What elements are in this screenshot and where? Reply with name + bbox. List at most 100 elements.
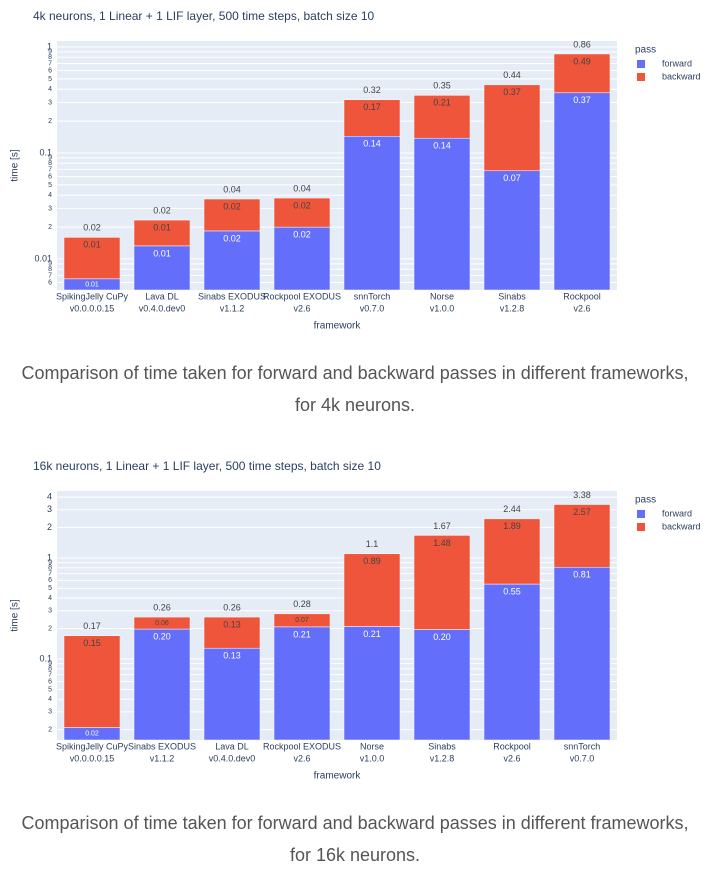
y-tick-label: 3	[48, 99, 52, 106]
x-tick-label: SpikingJelly CuPy	[56, 291, 129, 301]
y-tick-label: 7	[48, 570, 52, 577]
y-tick-label: 4	[48, 696, 52, 703]
y-tick-label: 8	[48, 565, 52, 572]
legend-swatch	[637, 510, 645, 518]
x-tick-label: v0.4.0.dev0	[139, 303, 186, 313]
bar-total-label: 0.26	[153, 602, 171, 612]
y-tick-label: 3	[48, 709, 52, 716]
y-tick-label: 3	[48, 608, 52, 615]
bar-value-label: 0.01	[83, 240, 101, 250]
x-tick-label: snnTorch	[564, 741, 601, 751]
y-tick-label: 2	[48, 224, 52, 231]
bar-value-label: 0.02	[223, 201, 241, 211]
bar-segment	[483, 583, 541, 741]
y-tick-label: 7	[48, 272, 52, 279]
x-tick-label: v2.6	[503, 753, 520, 763]
y-tick-label: 0.01	[34, 253, 52, 263]
x-tick-label: Sinabs EXODUS	[198, 291, 266, 301]
bar-value-label: 0.37	[573, 95, 591, 105]
y-tick-label: 6	[48, 279, 52, 286]
y-tick-label: 8	[48, 266, 52, 273]
bar-value-label: 0.01	[153, 248, 171, 258]
bar-value-label: 0.81	[573, 570, 591, 580]
legend-title: pass	[635, 45, 656, 56]
bar-segment	[483, 170, 541, 291]
x-tick-label: v0.7.0	[570, 753, 595, 763]
bar-segment	[203, 230, 261, 291]
bar-value-label: 0.21	[293, 629, 311, 639]
bar-value-label: 0.01	[153, 222, 171, 232]
y-tick-label: 4	[47, 492, 52, 502]
y-tick-label: 1	[47, 41, 52, 51]
y-tick-label: 2	[48, 625, 52, 632]
x-tick-label: Sinabs EXODUS	[128, 741, 196, 751]
x-tick-label: v0.7.0	[360, 303, 385, 313]
bar-total-label: 1.67	[433, 521, 451, 531]
bar-total-label: 0.35	[433, 81, 451, 91]
bar-value-label: 0.02	[223, 233, 241, 243]
bar-segment	[273, 613, 331, 628]
y-tick-label: 2	[47, 522, 52, 532]
bar-segment	[273, 626, 331, 741]
bar-value-label: 0.55	[503, 586, 521, 596]
y-tick-label: 9	[48, 155, 52, 162]
bar-segment	[63, 635, 121, 728]
y-tick-label: 5	[48, 686, 52, 693]
x-tick-label: v1.2.8	[430, 753, 455, 763]
bar-total-label: 0.86	[573, 39, 591, 49]
y-tick-label: 9	[48, 559, 52, 566]
x-tick-label: v1.1.2	[220, 303, 245, 313]
bar-value-label: 0.06	[155, 620, 169, 627]
x-tick-label: v2.6	[573, 303, 590, 313]
bar-value-label: 0.49	[573, 56, 591, 66]
x-tick-label: v0.0.0.0.15	[70, 753, 115, 763]
bar-total-label: 2.44	[503, 504, 521, 514]
bar-value-label: 1.48	[433, 538, 451, 548]
bar-segment	[553, 53, 611, 94]
x-tick-label: Norse	[360, 741, 384, 751]
y-tick-label: 5	[48, 182, 52, 189]
bar-value-label: 0.13	[223, 651, 241, 661]
caption: Comparison of time taken for forward and…	[21, 813, 689, 865]
caption: Comparison of time taken for forward and…	[21, 363, 689, 415]
bar-segment	[553, 92, 611, 291]
legend-swatch	[637, 73, 645, 81]
bar-segment	[273, 197, 331, 228]
bar-value-label: 0.01	[85, 281, 99, 288]
y-tick-label: 7	[48, 60, 52, 67]
bar-total-label: 0.02	[153, 205, 171, 215]
y-tick-label: 8	[48, 160, 52, 167]
bar-total-label: 0.02	[83, 223, 101, 233]
x-tick-label: Norse	[430, 291, 454, 301]
bar-total-label: 0.44	[503, 70, 521, 80]
bar-total-label: 0.26	[223, 602, 241, 612]
bar-total-label: 0.28	[293, 599, 311, 609]
bar-total-label: 3.38	[573, 490, 591, 500]
y-tick-label: 0.1	[39, 147, 52, 157]
bar-segment	[203, 616, 261, 649]
bar-segment	[133, 219, 191, 247]
x-tick-label: Rockpool EXODUS	[263, 291, 341, 301]
bar-segment	[133, 616, 191, 630]
legend-title: pass	[635, 495, 656, 506]
y-tick-label: 7	[48, 672, 52, 679]
bar-segment	[343, 553, 401, 627]
bar-total-label: 0.32	[363, 85, 381, 95]
chart-title: 16k neurons, 1 Linear + 1 LIF layer, 500…	[33, 459, 381, 473]
bar-value-label: 0.21	[433, 98, 451, 108]
y-tick-label: 5	[48, 585, 52, 592]
legend-label: forward	[662, 58, 692, 68]
x-tick-label: snnTorch	[354, 291, 391, 301]
bar-segment	[133, 628, 191, 741]
x-tick-label: v0.0.0.0.15	[70, 303, 115, 313]
bar-value-label: 2.57	[573, 507, 591, 517]
legend-label: forward	[662, 508, 692, 518]
bar-value-label: 0.07	[295, 617, 309, 624]
y-axis-title: time [s]	[10, 149, 21, 181]
bar-value-label: 0.14	[433, 141, 451, 151]
y-tick-label: 0.1	[39, 653, 52, 663]
y-tick-label: 3	[48, 205, 52, 212]
legend-label: backward	[662, 521, 701, 531]
y-tick-label: 7	[48, 166, 52, 173]
bar-segment	[483, 84, 541, 172]
